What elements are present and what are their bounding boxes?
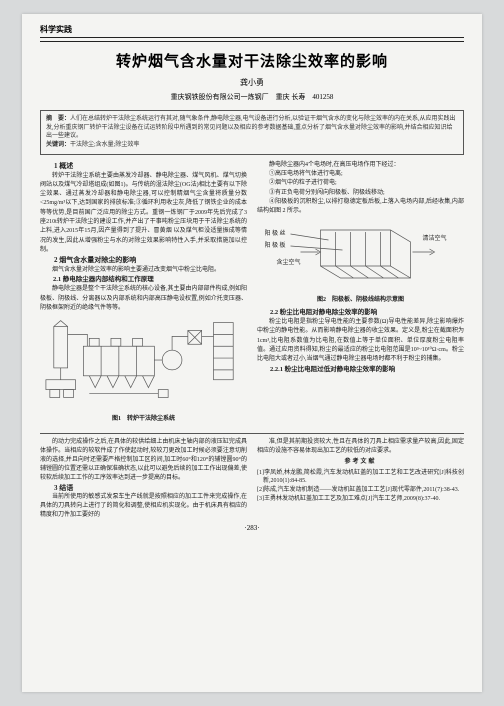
page-number: ·283· [40, 524, 464, 532]
heading-2-2: 2.2 粉尘比电阻对静电除尘效率的影响 [257, 308, 464, 318]
abstract-box: 摘 要：人们在总结转炉干法除尘系统运行有其对,随气象条件,静电除尘器,电气设备进… [40, 110, 464, 155]
fig2-label-clean: 清洁空气 [423, 234, 447, 242]
para: 静电除尘器是整个干法除尘系统的核心设备,其主要由内部部件构成,例如阳极板、阴极线… [40, 285, 247, 313]
abstract-text: 人们在总结转炉干法除尘系统运行有其对,随气象条件,静电除尘器,电气设备进行分析,… [46, 116, 456, 139]
para: 粉尘比电阻是指粉尘导电性能的主要参数(Ω)导电性能差异,除尘影响爆炸中粉尘的静电… [257, 318, 464, 364]
figure-1-svg [40, 316, 247, 408]
figure-1-caption: 图1 转炉干法除尘系统 [40, 415, 247, 424]
body-columns: 1 概述 转炉干法除尘系统主要由蒸发冷却器、静电除尘器、煤气风机、煤气切换阀站以… [40, 161, 464, 427]
figure-2: 阳 极 丝 阳 极 板 清洁空气 含尘空气 图2 阳极板、阴极线结构示意图 [257, 220, 464, 306]
fig2-label-cathode: 阳 极 板 [265, 241, 286, 249]
author: 龚小勇 [40, 77, 464, 88]
para: 烟气含水量对除尘效率的影响主要通过改变烟气中粉尘比电阻。 [40, 266, 247, 275]
footer-left: 的动力完成操作之后,在具体的较供给细上由机床主轴内部的液压缸完成具体操作。当相应… [40, 438, 247, 521]
heading-2-1: 2.1 静电除尘器内部结构和工作原理 [40, 275, 247, 285]
fig2-label-anode: 阳 极 丝 [265, 229, 286, 237]
keywords-text: 干法除尘;含水量;除尘效率 [70, 142, 139, 148]
ref-item: [1]李凤娇,林龙鹏,简松霞,汽车发动机缸盖的加工工艺和工艺改进研究[J]科技创… [263, 469, 464, 486]
para: 静电除尘器内4个电场时,在高压电场作用下经过： [257, 161, 464, 170]
list-item: ①高压电场将气体进行电离; [257, 170, 464, 179]
right-column: 静电除尘器内4个电场时,在高压电场作用下经过： ①高压电场将气体进行电离; ②烟… [257, 161, 464, 427]
ref-item: [2]陈成,汽车发动机制造——发动机缸盖加工工艺[J]现代零部件,2011(7)… [263, 486, 464, 495]
heading-3: 3 结语 [40, 483, 247, 494]
ref-item: [3]王勇林发动机缸盖加工工艺及加工难点[J]汽车工艺师,2009(8):37-… [263, 495, 464, 504]
left-column: 1 概述 转炉干法除尘系统主要由蒸发冷却器、静电除尘器、煤气风机、煤气切换阀站以… [40, 161, 247, 427]
para: 的动力完成操作之后,在具体的较供给细上由机床主轴内部的液压缸完成具体操作。当相应… [40, 438, 247, 483]
paper-title: 转炉烟气含水量对干法除尘效率的影响 [40, 50, 464, 71]
abstract-label: 摘 要： [46, 116, 70, 122]
list-item: ③有正负电荷分别闯向阳极板、阴极线移动; [257, 189, 464, 198]
fig2-label-dust: 含尘空气 [277, 258, 301, 266]
figure-2-svg: 阳 极 丝 阳 极 板 清洁空气 含尘空气 [257, 220, 464, 290]
list-item: ④阳极板的沉积粉尘,以排打稳德定板后板,上落入电场内部,后经收集,内部结构如图 … [257, 198, 464, 217]
references: 参考文献 [1]李凤娇,林龙鹏,简松霞,汽车发动机缸盖的加工工艺和工艺改进研究[… [257, 458, 464, 503]
keywords-label: 关键词： [46, 142, 70, 148]
heading-1: 1 概述 [40, 161, 247, 172]
footer-columns: 的动力完成操作之后,在具体的较供给细上由机床主轴内部的液压缸完成具体操作。当相应… [40, 438, 464, 521]
header-section: 科学实践 [40, 24, 464, 38]
para: 准,但是其前期投资较大,性且在具体的刀具上相应需求量产较高,因此,固定相应的设施… [257, 438, 464, 456]
references-heading: 参考文献 [257, 458, 464, 467]
para: 转炉干法除尘系统主要由蒸发冷却器、静电除尘器、煤气风机、煤气切换阀站以及煤气冷却… [40, 172, 247, 256]
figure-2-caption: 图2 阳极板、阴极线结构示意图 [257, 296, 464, 305]
affiliation: 重庆钢铁股份有限公司一炼钢厂 重庆 长寿 401258 [40, 92, 464, 102]
footer-divider [40, 433, 464, 434]
figure-1: 图1 转炉干法除尘系统 [40, 316, 247, 424]
para: 当前所使用的敏感式发泵车生产线就是按照相应的加工工件来完成操作,在具体的刀具转向… [40, 493, 247, 520]
heading-2-2-1: 2.2.1 粉尘比电阻过低对静电除尘效率的影响 [257, 365, 464, 375]
footer-right: 准,但是其前期投资较大,性且在具体的刀具上相应需求量产较高,因此,固定相应的设施… [257, 438, 464, 521]
page: 科学实践 转炉烟气含水量对干法除尘效率的影响 龚小勇 重庆钢铁股份有限公司一炼钢… [22, 14, 482, 692]
heading-2: 2 烟气含水量对除尘的影响 [40, 255, 247, 266]
list-item: ②烟气中的粒子进行荷电; [257, 179, 464, 188]
header-rule [40, 40, 464, 42]
